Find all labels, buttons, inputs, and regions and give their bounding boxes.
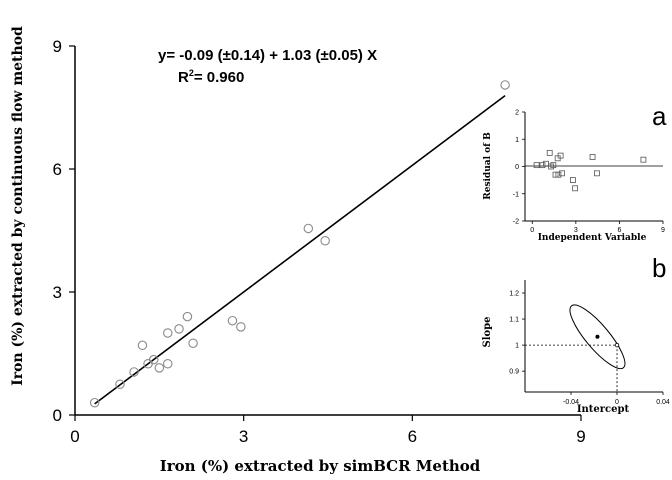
fit-line: [94, 94, 506, 405]
data-point: [236, 322, 246, 332]
residual-point: [640, 156, 647, 163]
confidence-ellipse: [569, 304, 626, 370]
inset-a-y-axis-title: Residual of B: [483, 132, 493, 200]
data-point: [148, 354, 159, 365]
main-x-tick-label: 0: [70, 427, 79, 446]
residual-point: [555, 171, 562, 178]
r-squared-superscript: 2: [189, 68, 194, 78]
data-point: [115, 379, 125, 389]
data-point: [137, 340, 148, 351]
residual-point: [546, 149, 553, 156]
main-points: [89, 80, 510, 408]
main-plot: 0 3 6 9 0 3 6 9 Iron (%) extracted by simBCR M…: [10, 26, 586, 475]
residual-point: [570, 177, 576, 184]
data-point: [500, 80, 510, 90]
residual-point: [559, 170, 565, 177]
panel-letter-b: b: [652, 253, 666, 283]
residual-point: [539, 162, 546, 169]
data-point: [303, 223, 314, 234]
inset-a-residuals: 0 3 6 9 -2 -1 0 1 2 Independent Variable Residu…: [483, 101, 667, 243]
r-squared-label: R2= 0.960: [178, 68, 244, 86]
data-point: [129, 367, 139, 377]
data-point: [163, 328, 173, 338]
inset-a-y-ticks: -2 -1 0 1 2: [513, 110, 525, 226]
main-y-tick-label: 3: [53, 283, 62, 302]
inset-a-x-tick-label: 9: [661, 227, 665, 234]
main-x-ticks: 0 3 6 9: [70, 415, 586, 446]
estimate-point: [595, 334, 600, 339]
data-point: [182, 311, 193, 322]
residual-point: [550, 162, 557, 169]
main-fit-line-group: [94, 94, 506, 405]
data-point: [89, 397, 100, 408]
inset-a-points: [533, 149, 647, 192]
inset-a-y-tick-label: 1: [515, 137, 519, 144]
residual-point: [552, 171, 559, 178]
main-x-tick-label: 6: [408, 427, 417, 446]
inset-a-y-tick-label: -2: [513, 219, 519, 226]
inset-b-x-axis-title: Intercept: [577, 404, 630, 415]
residual-point: [557, 152, 564, 159]
residual-point: [533, 162, 540, 169]
main-y-tick-label: 6: [53, 160, 62, 179]
data-point: [174, 324, 184, 334]
inset-a-y-tick-label: 2: [515, 110, 519, 117]
inset-b-y-tick-label: 0.9: [509, 369, 519, 376]
data-point: [154, 363, 165, 373]
main-x-tick-label: 9: [576, 427, 585, 446]
main-y-tick-label: 9: [53, 37, 62, 56]
inset-b-x-tick-label: -0.04: [563, 399, 579, 406]
inset-b-confidence-ellipse: -0.04 0 0.04 0.9 1 1.1 1.2 Intercept Slope b: [482, 253, 670, 415]
inset-a-y-tick-label: 0: [515, 164, 519, 171]
panel-letter-a: a: [652, 101, 667, 131]
residual-point: [589, 154, 596, 160]
main-y-axis-title: Iron (%) extracted by continuous flow me…: [10, 26, 26, 386]
inset-a-x-tick-label: 6: [617, 227, 621, 234]
inset-a-x-axis-title: Independent Variable: [538, 233, 647, 243]
inset-b-y-axis-title: Slope: [482, 316, 493, 347]
main-x-axis-title: Iron (%) extracted by simBCR Method: [160, 457, 481, 475]
inset-b-x-tick-label: 0: [615, 399, 619, 406]
data-point: [188, 338, 198, 348]
residual-point: [572, 185, 579, 192]
inset-b-y-ticks: 0.9 1 1.1 1.2: [509, 291, 525, 376]
fit-equation: y= -0.09 (±0.14) + 1.03 (±0.05) X: [158, 47, 377, 64]
inset-b-x-tick-label: 0.04: [656, 399, 670, 406]
inset-b-y-tick-label: 1.1: [509, 317, 519, 324]
residual-point: [594, 170, 600, 177]
inset-b-y-tick-label: 1.2: [509, 291, 519, 298]
data-point: [163, 358, 173, 369]
r-squared-value: = 0.960: [194, 69, 244, 86]
main-x-tick-label: 3: [239, 427, 248, 446]
inset-a-y-tick-label: -1: [513, 191, 519, 198]
main-y-tick-label: 0: [53, 406, 62, 425]
data-point: [320, 236, 330, 246]
residual-point: [543, 160, 549, 167]
ideal-point: [614, 342, 620, 348]
inset-a-x-tick-label: 0: [530, 227, 534, 234]
inset-a-x-ticks: 0 3 6 9: [530, 221, 665, 234]
main-y-ticks: 0 3 6 9: [53, 37, 75, 425]
inset-a-x-tick-label: 3: [574, 227, 578, 234]
inset-b-x-ticks: -0.04 0 0.04: [563, 392, 670, 406]
inset-b-y-tick-label: 1: [515, 343, 519, 350]
inset-b-marks: [525, 304, 626, 392]
data-point: [227, 315, 238, 326]
